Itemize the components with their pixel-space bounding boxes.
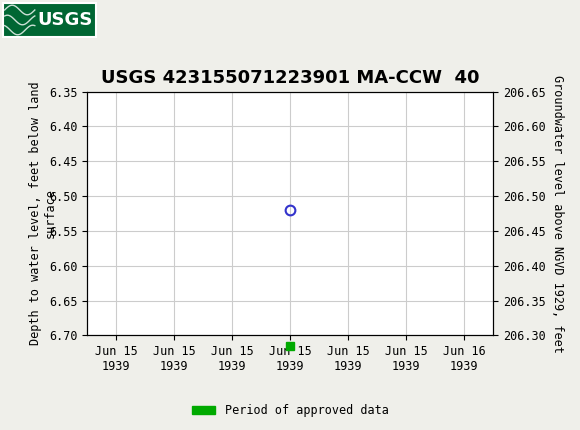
Legend: Period of approved data: Period of approved data xyxy=(187,399,393,422)
Text: USGS 423155071223901 MA-CCW  40: USGS 423155071223901 MA-CCW 40 xyxy=(101,69,479,87)
FancyBboxPatch shape xyxy=(3,3,96,37)
Y-axis label: Depth to water level, feet below land
surface: Depth to water level, feet below land su… xyxy=(29,82,57,345)
Text: USGS: USGS xyxy=(38,11,93,29)
Y-axis label: Groundwater level above NGVD 1929, feet: Groundwater level above NGVD 1929, feet xyxy=(551,74,564,353)
